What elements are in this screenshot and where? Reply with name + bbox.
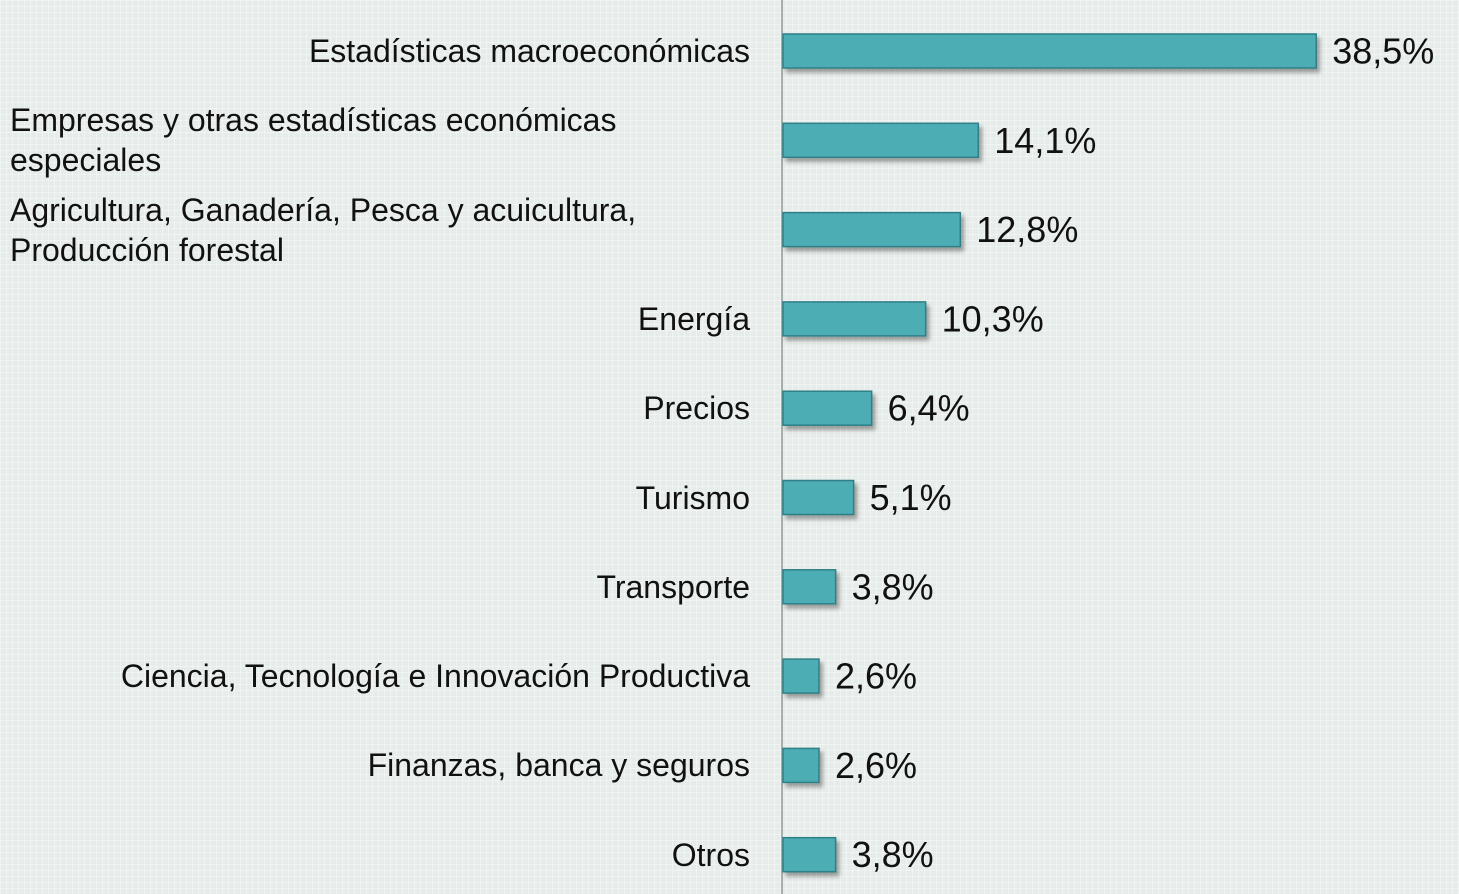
category-label: Ciencia, Tecnología e Innovación Product… xyxy=(120,658,750,695)
category-label: Empresas y otras estadísticas económicas… xyxy=(10,102,617,179)
category-label: Energía xyxy=(637,300,750,337)
bar xyxy=(782,301,927,337)
bar xyxy=(782,211,962,248)
bar xyxy=(782,33,1317,69)
value-label: 2,6% xyxy=(835,745,917,786)
bar xyxy=(782,658,820,694)
category-label: Finanzas, banca y seguros xyxy=(367,747,750,784)
category-label: Agricultura, Ganadería, Pesca y acuicult… xyxy=(10,191,637,268)
value-label: 6,4% xyxy=(888,388,970,429)
category-label: Transporte xyxy=(596,568,750,605)
category-label: Estadísticas macroeconómicas xyxy=(308,33,750,69)
value-label: 3,8% xyxy=(852,834,934,875)
bar xyxy=(782,836,837,873)
bar xyxy=(782,569,837,605)
category-label: Precios xyxy=(643,390,750,427)
bar xyxy=(782,479,855,516)
bar xyxy=(782,747,820,784)
value-label: 38,5% xyxy=(1332,31,1434,72)
value-label: 5,1% xyxy=(870,477,952,518)
bar xyxy=(782,390,873,426)
bar xyxy=(782,122,980,159)
value-label: 3,8% xyxy=(852,566,934,607)
category-label: Otros xyxy=(671,836,750,873)
value-label: 14,1% xyxy=(994,120,1096,161)
value-label: 10,3% xyxy=(942,298,1044,339)
value-label: 12,8% xyxy=(976,209,1078,250)
category-label: Turismo xyxy=(635,479,750,516)
value-label: 2,6% xyxy=(835,656,917,697)
